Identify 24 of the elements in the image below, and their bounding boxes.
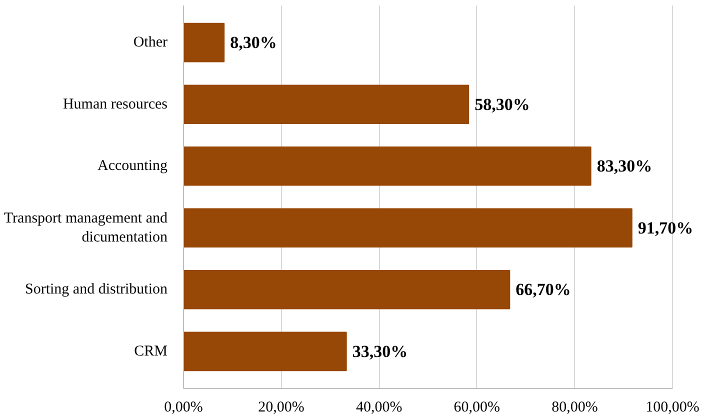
- data-label: 83,30%: [596, 156, 652, 176]
- bar: [184, 332, 347, 372]
- x-tick-label: 0,00%: [164, 400, 203, 416]
- y-tick-label: Human resources: [62, 96, 168, 112]
- data-label: 66,70%: [516, 280, 571, 300]
- y-tick-label: Sorting and distribution: [25, 282, 168, 298]
- bar: [184, 84, 470, 124]
- bar: [184, 208, 632, 248]
- y-tick-label: CRM: [134, 343, 168, 360]
- x-tick-label: 60,00%: [454, 400, 500, 416]
- x-tick-label: 100,00%: [646, 400, 700, 416]
- bar: [184, 146, 592, 186]
- data-label: 58,30%: [474, 94, 530, 114]
- data-label: 91,70%: [638, 218, 694, 238]
- y-tick-label: Other: [133, 34, 168, 51]
- x-tick-label: 80,00%: [552, 400, 598, 416]
- y-tick-label: Transport management and dicumentation: [4, 210, 168, 246]
- y-tick-label: Accounting: [98, 158, 168, 174]
- data-label: 8,30%: [230, 33, 277, 52]
- x-tick-label: 40,00%: [356, 400, 402, 416]
- data-label: 33,30%: [352, 342, 408, 361]
- bar: [184, 22, 225, 62]
- bar: [184, 270, 510, 310]
- x-tick-label: 20,00%: [258, 400, 304, 416]
